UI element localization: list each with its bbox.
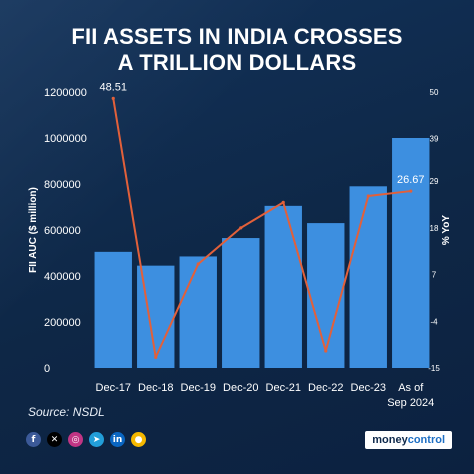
x-axis-labels: Dec-17 Dec-18 Dec-19 Dec-20 Dec-21 Dec-22 Dec-…: [96, 382, 435, 409]
x-tick-label: Dec-19: [181, 382, 216, 394]
line-point: [281, 200, 285, 204]
x-tick-label: Dec-18: [138, 382, 173, 394]
x-icon[interactable]: ✕: [47, 432, 62, 447]
y2-axis-title: % YoY: [441, 215, 452, 246]
linkedin-icon[interactable]: in: [110, 432, 125, 447]
y-tick-label: 200000: [44, 317, 81, 329]
y-tick-label: 400000: [44, 271, 81, 283]
x-tick-label: Dec-20: [223, 382, 258, 394]
brand-logo: moneycontrol: [365, 431, 452, 449]
line-series: [111, 96, 413, 359]
bar: [349, 186, 387, 368]
bar: [307, 223, 345, 368]
y2-tick-label: -15: [428, 364, 440, 373]
data-label: 26.67: [397, 174, 425, 186]
social-icons: f ✕ ◎ ➤ in ●: [26, 432, 146, 447]
line-point: [324, 349, 328, 353]
left-axis-ticks: 0 200000 400000 600000 800000 1000000 1200000: [44, 87, 87, 375]
x-tick-label: Dec-23: [351, 382, 386, 394]
right-axis-ticks: -15 -4 7 18 29 39 50: [428, 88, 440, 373]
y-axis-title: FII AUC ($ million): [28, 187, 39, 273]
y2-tick-label: 39: [430, 135, 439, 144]
x-tick-label: Dec-22: [308, 382, 343, 394]
bar: [392, 138, 430, 368]
bar: [222, 238, 260, 368]
line-point: [154, 355, 158, 359]
y-tick-label: 1200000: [44, 87, 87, 99]
line-point: [196, 262, 200, 266]
koo-icon[interactable]: ●: [131, 432, 146, 447]
bar: [264, 205, 302, 368]
y-tick-label: 800000: [44, 179, 81, 191]
data-label: 48.51: [99, 81, 127, 93]
bar-series: [94, 138, 430, 368]
x-tick-label: Dec-17: [96, 382, 131, 394]
title-line-2: A TRILLION DOLLARS: [117, 50, 357, 75]
y2-tick-label: 7: [432, 271, 437, 280]
chart-title: FII ASSETS IN INDIA CROSSES A TRILLION D…: [0, 24, 474, 76]
telegram-icon[interactable]: ➤: [89, 432, 104, 447]
x-tick-label: As of Sep 2024: [387, 382, 434, 409]
bar: [179, 256, 217, 368]
y-tick-label: 1000000: [44, 133, 87, 145]
line-point: [366, 194, 370, 198]
x-tick-label: Dec-21: [266, 382, 301, 394]
facebook-icon[interactable]: f: [26, 432, 41, 447]
bar: [94, 251, 132, 368]
y2-tick-label: 50: [430, 88, 439, 97]
y2-tick-label: 29: [430, 177, 439, 186]
source-note: Source: NSDL: [28, 405, 105, 419]
line-point: [239, 226, 243, 230]
yoy-line: [112, 98, 411, 359]
line-point: [409, 189, 413, 193]
y-tick-label: 600000: [44, 225, 81, 237]
y2-tick-label: -4: [430, 317, 438, 326]
y2-tick-label: 18: [430, 224, 439, 233]
y-tick-label: 0: [44, 363, 50, 375]
line-point: [111, 96, 115, 100]
instagram-icon[interactable]: ◎: [68, 432, 83, 447]
data-labels: 48.51 26.67: [99, 81, 424, 186]
title-line-1: FII ASSETS IN INDIA CROSSES: [71, 24, 403, 49]
